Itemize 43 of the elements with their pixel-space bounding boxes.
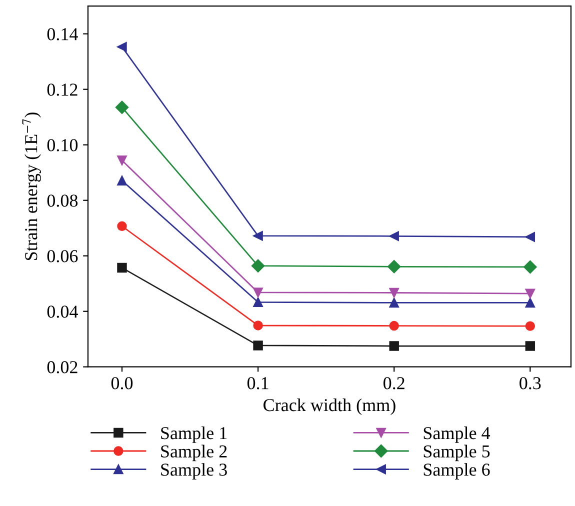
point — [117, 156, 127, 166]
point — [117, 176, 127, 186]
x-tick-label: 0.0 — [111, 377, 133, 390]
point — [389, 298, 399, 308]
point — [253, 231, 263, 241]
point — [251, 259, 265, 272]
point — [389, 288, 399, 298]
y-tick-label: 0.10 — [47, 139, 78, 152]
y-tick-label: 0.06 — [47, 250, 78, 262]
point — [524, 260, 537, 274]
point — [117, 221, 127, 232]
legend-label: Sample 4 — [424, 426, 490, 443]
legend-label: Sample 1 — [161, 426, 227, 443]
point — [389, 341, 399, 351]
point — [525, 288, 536, 298]
x-tick-label: 0.2 — [384, 377, 404, 390]
y-tick-label: 0.12 — [47, 84, 78, 96]
x-tick-label: 0.3 — [520, 377, 541, 390]
point — [253, 288, 263, 298]
point — [253, 320, 263, 330]
point — [525, 232, 536, 242]
point — [525, 321, 536, 331]
x-axis-title: Crack width (mm) — [264, 398, 396, 415]
legend-label: Sample 6 — [424, 463, 490, 480]
point — [389, 231, 399, 241]
y-tick-label: 0.04 — [47, 306, 78, 318]
point — [115, 100, 129, 114]
y-axis-title: Strain energy (1E$^{−7}$) — [22, 112, 41, 260]
x-tick-label: 0.1 — [247, 377, 268, 390]
point — [388, 260, 401, 274]
point — [389, 320, 399, 331]
legend-label: Sample 5 — [424, 444, 490, 462]
legend-label: Sample 3 — [161, 463, 227, 480]
y-tick-label: 0.02 — [47, 361, 78, 374]
point — [253, 340, 263, 350]
point — [253, 297, 263, 308]
point — [525, 341, 536, 351]
y-tick-label: 0.14 — [47, 28, 78, 40]
point — [117, 262, 127, 273]
y-tick-label: 0.08 — [47, 194, 78, 207]
point — [117, 42, 127, 52]
legend-label: Sample 2 — [161, 444, 227, 462]
point — [525, 298, 536, 308]
